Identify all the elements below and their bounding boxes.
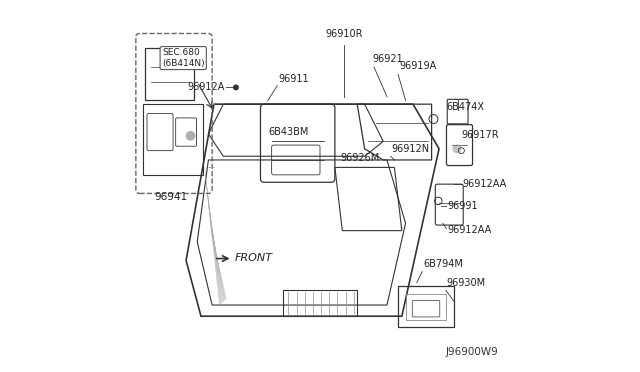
Text: 96912A: 96912A [187, 83, 225, 92]
Text: 96921: 96921 [372, 54, 403, 64]
Circle shape [233, 84, 239, 90]
Text: 96912N: 96912N [392, 144, 430, 154]
Text: SEC.680
(6B414N): SEC.680 (6B414N) [162, 48, 205, 68]
Text: 96917R: 96917R [461, 130, 499, 140]
Text: 96919A: 96919A [399, 61, 436, 71]
Text: 96910R: 96910R [325, 29, 363, 39]
Text: 6B794M: 6B794M [424, 259, 463, 269]
Text: FRONT: FRONT [234, 253, 273, 263]
Text: 6B43BM: 6B43BM [268, 127, 308, 137]
Circle shape [452, 144, 461, 153]
Text: 96930M: 96930M [447, 278, 486, 288]
Text: J96900W9: J96900W9 [445, 347, 498, 357]
Text: 96926M: 96926M [340, 153, 380, 163]
Circle shape [186, 131, 195, 141]
Text: 6B474X: 6B474X [447, 102, 484, 112]
Text: 96912AA: 96912AA [463, 179, 507, 189]
Text: 96941: 96941 [155, 192, 188, 202]
Text: 96911: 96911 [278, 74, 309, 84]
Text: 96991: 96991 [447, 202, 478, 211]
Text: 96912AA: 96912AA [447, 225, 492, 235]
